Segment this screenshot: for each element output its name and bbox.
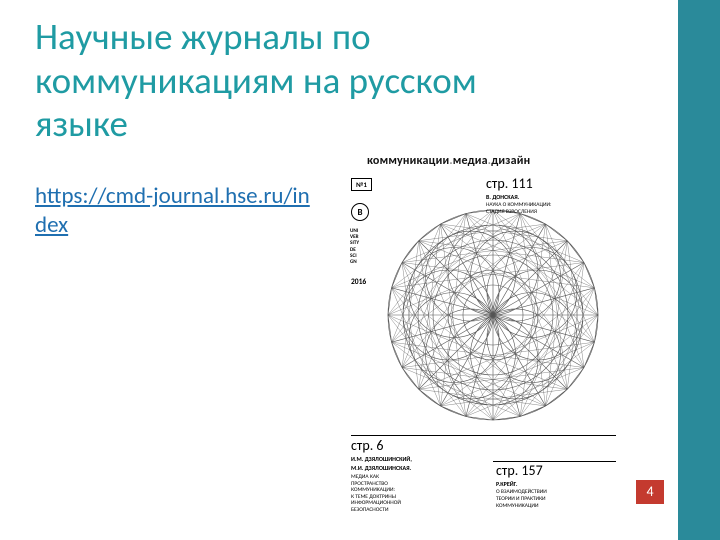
cover-title: коммуникации.медиа.дизайн <box>367 154 530 168</box>
slide: Научные журналы по коммуникациям на русс… <box>0 0 720 540</box>
cover-title-part2: медиа <box>453 154 488 168</box>
cover-year: 2016 <box>351 278 366 287</box>
cover-diagram <box>378 200 608 430</box>
page-ref: стр. 157Р.КРЕЙГ. О ВЗАИМОДЕЙСТВИИТЕОРИИ … <box>496 463 547 509</box>
divider <box>351 435 616 436</box>
page-ref: стр. 6И.М. ДЗЯЛОШИНСКИЙ,М.И. ДЗЯЛОШИНСКА… <box>351 438 412 514</box>
page-number-badge: 4 <box>636 480 664 504</box>
crest-icon: В <box>351 203 369 221</box>
page-title: Научные журналы по коммуникациям на русс… <box>35 15 575 146</box>
cover-title-part3: дизайн <box>491 154 530 168</box>
journal-cover: коммуникации.медиа.дизайн №1 В UNIVERSIT… <box>341 148 626 520</box>
side-text-block: UNIVERSITYDESCIGN <box>350 228 359 265</box>
accent-bar <box>678 0 720 540</box>
ornament-svg <box>378 200 608 430</box>
issue-badge: №1 <box>351 178 372 191</box>
cover-title-part1: коммуникации <box>367 154 449 168</box>
journal-link[interactable]: https://cmd-journal.hse.ru/index <box>35 182 315 240</box>
page-ref: стр. 111В. ДОНСКАЯ. НАУКА О КОММУНИКАЦИИ… <box>486 176 552 216</box>
